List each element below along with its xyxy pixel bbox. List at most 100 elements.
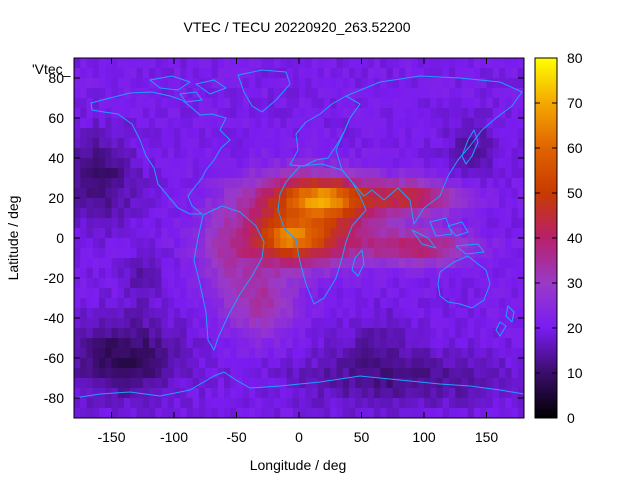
- heatmap-cell: [186, 248, 194, 259]
- heatmap-cell: [286, 158, 294, 169]
- heatmap-cell: [192, 368, 200, 379]
- heatmap-cell: [330, 168, 338, 179]
- heatmap-cell: [299, 388, 306, 399]
- x-tick-label: 50: [354, 429, 370, 445]
- heatmap-cell: [324, 308, 331, 319]
- heatmap-cell: [230, 128, 238, 139]
- heatmap-cell: [161, 228, 169, 239]
- heatmap-cell: [242, 228, 250, 239]
- heatmap-cell: [392, 378, 400, 389]
- heatmap-cell: [474, 108, 481, 119]
- heatmap-cell: [449, 88, 456, 99]
- heatmap-cell: [86, 218, 94, 229]
- heatmap-cell: [217, 248, 225, 259]
- heatmap-cell: [167, 258, 175, 269]
- heatmap-cell: [130, 338, 138, 349]
- heatmap-cell: [111, 238, 119, 249]
- heatmap-cell: [517, 138, 524, 149]
- heatmap-cell: [374, 188, 381, 199]
- heatmap-cell: [511, 158, 519, 169]
- heatmap-cell: [249, 378, 256, 389]
- heatmap-cell: [192, 408, 200, 418]
- heatmap-cell: [467, 138, 475, 149]
- heatmap-cell: [124, 268, 131, 279]
- heatmap-cell: [511, 88, 519, 99]
- heatmap-cell: [230, 108, 238, 119]
- heatmap-cell: [286, 388, 294, 399]
- heatmap-cell: [211, 328, 219, 339]
- heatmap-cell: [267, 218, 275, 229]
- heatmap-cell: [336, 248, 344, 259]
- heatmap-cell: [130, 388, 138, 399]
- heatmap-cell: [180, 298, 188, 309]
- heatmap-cell: [411, 148, 419, 159]
- heatmap-cell: [430, 228, 438, 239]
- heatmap-cell: [186, 338, 194, 349]
- heatmap-cell: [399, 338, 406, 349]
- heatmap-cell: [424, 168, 431, 179]
- heatmap-cell: [167, 338, 175, 349]
- heatmap-cell: [305, 348, 313, 359]
- heatmap-cell: [155, 368, 163, 379]
- heatmap-cell: [317, 308, 325, 319]
- heatmap-cell: [92, 58, 100, 69]
- heatmap-cell: [217, 408, 225, 418]
- heatmap-cell: [405, 78, 413, 89]
- heatmap-cell: [261, 58, 269, 69]
- heatmap-cell: [261, 408, 269, 418]
- heatmap-cell: [149, 228, 156, 239]
- heatmap-cell: [349, 288, 356, 299]
- heatmap-cell: [217, 308, 225, 319]
- heatmap-cell: [286, 298, 294, 309]
- heatmap-cell: [480, 378, 488, 389]
- heatmap-cell: [499, 168, 506, 179]
- heatmap-cell: [392, 148, 400, 159]
- heatmap-cell: [311, 338, 319, 349]
- heatmap-cell: [267, 158, 275, 169]
- heatmap-cell: [349, 328, 356, 339]
- heatmap-cell: [449, 228, 456, 239]
- heatmap-cell: [274, 318, 281, 329]
- heatmap-cell: [117, 68, 125, 79]
- heatmap-cell: [280, 58, 288, 69]
- heatmap-cell: [399, 348, 406, 359]
- heatmap-cell: [192, 228, 200, 239]
- heatmap-cell: [349, 108, 356, 119]
- heatmap-cell: [274, 348, 281, 359]
- heatmap-cell: [299, 178, 306, 189]
- heatmap-cell: [330, 58, 338, 69]
- heatmap-cell: [142, 288, 150, 299]
- heatmap-cell: [80, 108, 88, 119]
- heatmap-cell: [217, 208, 225, 219]
- heatmap-cell: [280, 138, 288, 149]
- heatmap-cell: [155, 288, 163, 299]
- heatmap-cell: [342, 318, 350, 329]
- heatmap-cell: [174, 108, 181, 119]
- heatmap-cell: [167, 378, 175, 389]
- heatmap-cell: [311, 138, 319, 149]
- x-tick-label: 0: [295, 429, 303, 445]
- heatmap-cell: [136, 238, 144, 249]
- heatmap-cell: [417, 308, 425, 319]
- heatmap-cell: [130, 58, 138, 69]
- heatmap-cell: [155, 218, 163, 229]
- heatmap-cell: [355, 358, 363, 369]
- heatmap-cell: [249, 148, 256, 159]
- heatmap-cell: [380, 128, 388, 139]
- heatmap-cell: [324, 198, 331, 209]
- heatmap-cell: [130, 108, 138, 119]
- heatmap-cell: [236, 318, 244, 329]
- heatmap-cell: [330, 278, 338, 289]
- heatmap-cell: [367, 68, 375, 79]
- heatmap-cell: [86, 398, 94, 409]
- heatmap-cell: [242, 288, 250, 299]
- heatmap-cell: [374, 178, 381, 189]
- heatmap-cell: [474, 368, 481, 379]
- heatmap-cell: [505, 88, 513, 99]
- heatmap-cell: [205, 68, 213, 79]
- heatmap-cell: [317, 188, 325, 199]
- heatmap-cell: [286, 128, 294, 139]
- heatmap-cell: [117, 318, 125, 329]
- heatmap-cell: [92, 348, 100, 359]
- heatmap-cell: [161, 108, 169, 119]
